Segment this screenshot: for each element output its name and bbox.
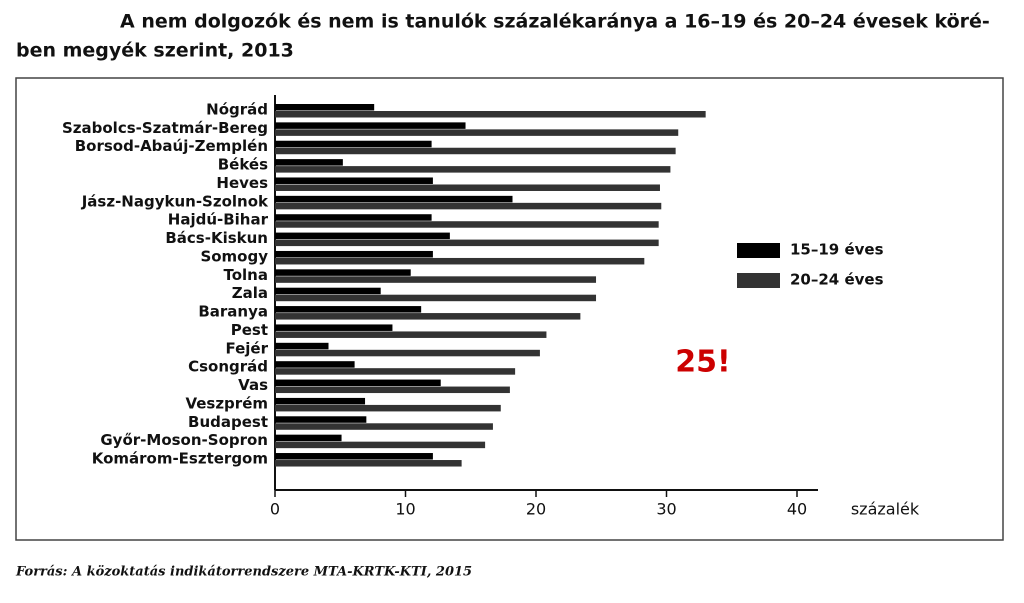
- bar: [275, 257, 645, 265]
- source: Forrás: A közoktatás indikátorrendszere …: [15, 565, 472, 580]
- y-tick-label: Nógrád: [206, 101, 268, 119]
- y-tick-label: Győr-Moson-Sopron: [100, 431, 268, 449]
- legend-swatch: [737, 243, 780, 258]
- annotation: 25!: [675, 345, 730, 380]
- bar: [275, 397, 366, 405]
- bar: [275, 122, 466, 129]
- bar: [275, 129, 679, 136]
- y-tick-label: Hajdú-Bihar: [168, 211, 269, 229]
- bar: [275, 313, 581, 320]
- bar: [275, 195, 513, 203]
- bar: [275, 434, 342, 442]
- bar: [275, 239, 659, 247]
- bar: [275, 214, 432, 221]
- y-tick-label: Bács-Kiskun: [165, 229, 268, 247]
- y-tick-label: Pest: [231, 321, 268, 339]
- y-tick-label: Csongrád: [188, 358, 268, 376]
- bar: [275, 294, 597, 302]
- bar: [275, 287, 381, 295]
- chart-title-line: ben megyék szerint, 2013: [16, 40, 294, 62]
- legend-swatch: [737, 273, 780, 288]
- x-tick-label: 40: [787, 500, 807, 519]
- y-tick-label: Békés: [218, 156, 268, 174]
- legend-label: 15–19 éves: [790, 241, 884, 259]
- bar: [275, 342, 329, 350]
- x-axis-label: százalék: [851, 500, 920, 519]
- y-tick-label: Vas: [238, 376, 268, 394]
- x-tick-label: 0: [270, 500, 280, 519]
- y-tick-label: Baranya: [198, 303, 268, 321]
- bar: [275, 250, 433, 258]
- y-tick-label: Heves: [216, 174, 268, 192]
- bar: [275, 453, 433, 460]
- y-tick-label: Somogy: [200, 247, 268, 265]
- y-tick-label: Szabolcs-Szatmár-Bereg: [62, 119, 268, 137]
- chart-title-line: A nem dolgozók és nem is tanulók százalé…: [120, 11, 990, 33]
- bar: [275, 177, 433, 184]
- bar: [275, 386, 510, 394]
- bar: [275, 202, 662, 210]
- y-tick-label: Tolna: [224, 266, 269, 284]
- y-tick-label: Budapest: [188, 413, 268, 431]
- y-tick-label: Fejér: [225, 339, 268, 357]
- bar: [275, 140, 432, 148]
- x-tick-label: 30: [656, 500, 676, 519]
- bar: [275, 404, 501, 412]
- chart-frame: [15, 77, 1004, 541]
- y-tick-label: Jász-Nagykun-Szolnok: [81, 192, 269, 210]
- bar: [275, 368, 516, 375]
- bar: [275, 184, 660, 191]
- y-tick-label: Zala: [232, 284, 268, 302]
- bar: [275, 416, 367, 423]
- x-tick-label: 10: [395, 500, 415, 519]
- bar: [275, 159, 343, 166]
- bar: [275, 460, 462, 467]
- bar: [275, 349, 540, 357]
- bar: [275, 441, 486, 449]
- bar: [275, 379, 441, 387]
- bar: [275, 361, 355, 368]
- bar: [275, 269, 411, 276]
- y-tick-label: Veszprém: [185, 394, 268, 412]
- bar: [275, 423, 493, 430]
- y-tick-label: Borsod-Abaúj-Zemplén: [75, 137, 268, 155]
- x-tick-label: 20: [526, 500, 546, 519]
- bar: [275, 331, 547, 338]
- bar: [275, 324, 393, 331]
- bar: [275, 111, 706, 118]
- y-tick-label: Komárom-Esztergom: [92, 450, 268, 468]
- bar: [275, 232, 450, 240]
- bar: [275, 166, 671, 173]
- bar: [275, 276, 597, 283]
- bar: [275, 221, 659, 228]
- bar: [275, 147, 676, 155]
- bar: [275, 104, 375, 111]
- bar: [275, 306, 422, 313]
- legend-label: 20–24 éves: [790, 271, 884, 289]
